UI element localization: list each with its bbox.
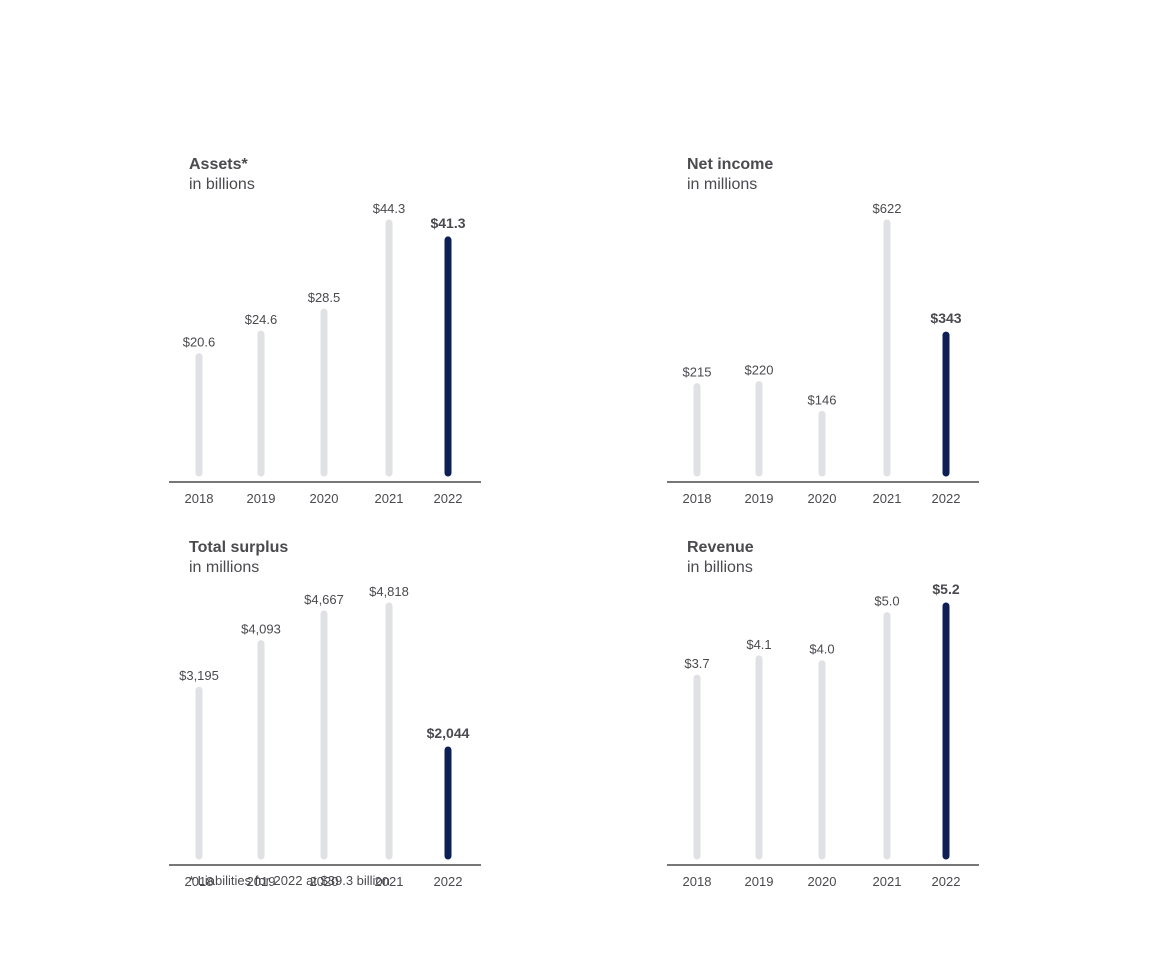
x-tick-label: 2018	[683, 491, 712, 506]
chart-subtitle: in billions	[189, 176, 255, 193]
chart-title: Revenue	[687, 539, 754, 556]
chart-title: Assets*	[189, 156, 248, 173]
x-tick-label: 2021	[873, 874, 902, 889]
data-label: $28.5	[308, 290, 341, 305]
data-label: $4,093	[241, 622, 281, 637]
x-tick-label: 2020	[310, 491, 339, 506]
chart-title: Total surplus	[189, 539, 289, 556]
data-label: $3,195	[179, 668, 219, 683]
x-tick-label: 2021	[873, 491, 902, 506]
net-income-plot: $215 2018 $220 2019 $146 2020 $622 2021 $343 2022	[667, 201, 979, 506]
data-label: $4.1	[746, 637, 771, 652]
x-tick-label: 2021	[375, 491, 404, 506]
x-tick-label: 2018	[683, 874, 712, 889]
x-tick-label: 2019	[247, 874, 276, 889]
data-label: $215	[683, 365, 712, 380]
assets-plot: $20.6 2018 $24.6 2019 $28.5 2020 $44.3 2021 $41.…	[169, 201, 481, 506]
data-label: $4,667	[304, 592, 344, 607]
total-surplus-plot: $3,195 2018 $4,093 2019 $4,667 2020 $4,818 2021…	[169, 584, 481, 889]
data-label: $3.7	[684, 656, 709, 671]
data-label: $146	[808, 392, 837, 407]
x-tick-label: 2020	[808, 491, 837, 506]
data-label: $4,818	[369, 584, 409, 599]
total-surplus-chart: Total surplus in millions $3,195 2018 $4,0…	[169, 538, 499, 898]
x-tick-label: 2020	[310, 874, 339, 889]
data-label: $41.3	[430, 215, 465, 231]
data-label: $44.3	[373, 201, 406, 216]
data-label: $20.6	[183, 335, 216, 350]
chart-subtitle: in billions	[687, 559, 753, 576]
assets-chart: Assets* in billions $20.6 2018 $24.6 2019 $2…	[169, 155, 499, 515]
x-tick-label: 2018	[185, 874, 214, 889]
x-tick-label: 2019	[247, 491, 276, 506]
x-tick-label: 2018	[185, 491, 214, 506]
footnote: * Liabilities for 2022 at $39.3 billion	[189, 873, 390, 888]
x-tick-label: 2021	[375, 874, 404, 889]
x-tick-label: 2022	[932, 491, 961, 506]
data-label: $2,044	[427, 725, 470, 741]
data-label: $5.0	[874, 594, 899, 609]
chart-subtitle: in millions	[189, 559, 260, 576]
net-income-chart: Net income in millions $215 2018 $220 2019 $…	[667, 155, 997, 515]
data-label: $4.0	[809, 642, 834, 657]
data-label: $5.2	[932, 581, 959, 597]
x-tick-label: 2022	[434, 491, 463, 506]
x-tick-label: 2019	[745, 874, 774, 889]
x-tick-label: 2022	[932, 874, 961, 889]
data-label: $220	[745, 363, 774, 378]
x-tick-label: 2020	[808, 874, 837, 889]
chart-subtitle: in millions	[687, 176, 758, 193]
revenue-plot: $3.7 2018 $4.1 2019 $4.0 2020 $5.0 2021 $5.2 2022	[667, 581, 979, 889]
data-label: $343	[930, 310, 961, 326]
data-label: $622	[873, 201, 902, 216]
x-tick-label: 2019	[745, 491, 774, 506]
x-tick-label: 2022	[434, 874, 463, 889]
revenue-chart: Revenue in billions $3.7 2018 $4.1 2019 $4.0…	[667, 538, 997, 898]
chart-title: Net income	[687, 156, 774, 173]
data-label: $24.6	[245, 312, 278, 327]
